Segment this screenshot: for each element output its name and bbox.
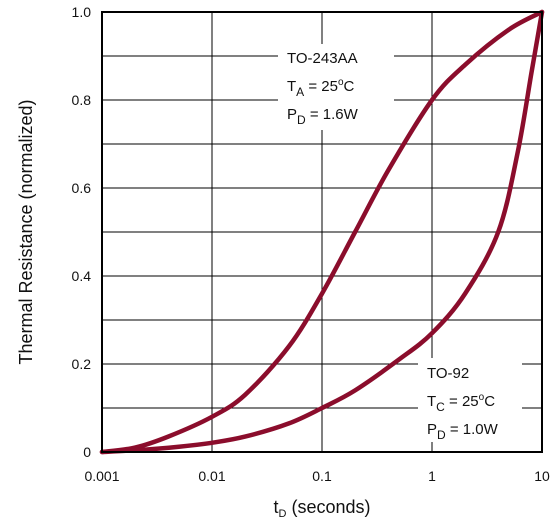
x-tick-label: 0.01 [198, 468, 225, 484]
annotation-line: TO-92 [427, 365, 469, 382]
y-axis-label: Thermal Resistance (normalized) [16, 99, 36, 364]
annotation-line: TO-243AA [287, 50, 358, 67]
annotation-text: TO-92 [427, 365, 469, 382]
annotation-to243: TO-243AA TA = 25oC PD = 1.6W [278, 44, 394, 130]
x-tick-label: 0.1 [312, 468, 332, 484]
annotation-text: P [287, 106, 297, 123]
annotation-background [418, 358, 522, 442]
annotation-background [278, 44, 394, 130]
y-tick-label: 0.8 [72, 92, 92, 108]
annotation-text: = 1.6W [306, 106, 359, 123]
annotation-line: PD = 1.0W [427, 421, 499, 442]
annotation-text: T [287, 78, 296, 95]
annotation-text: = 1.0W [446, 421, 499, 438]
annotation-text: T [427, 393, 436, 410]
x-tick-label: 0.001 [84, 468, 119, 484]
x-axis-label-sub: D [279, 508, 287, 520]
y-tick-label: 0 [83, 444, 91, 460]
x-axis-label-main: t [273, 497, 278, 517]
annotation-text: C [484, 393, 495, 410]
annotation-text: D [437, 428, 446, 442]
x-axis-label-rest: (seconds) [286, 497, 370, 517]
x-tick-label: 10 [534, 468, 550, 484]
y-tick-labels: 0 0.2 0.4 0.6 0.8 1.0 [72, 4, 92, 460]
annotation-line: TC = 25oC [427, 392, 495, 414]
curves [99, 9, 545, 455]
x-axis-label: tD (seconds) [273, 497, 370, 520]
annotation-text: = 25 [445, 393, 479, 410]
y-tick-label: 1.0 [72, 4, 92, 20]
series-line-1 [99, 9, 545, 455]
annotation-text: A [296, 85, 304, 99]
annotation-line: PD = 1.6W [287, 106, 359, 127]
annotation-line: TA = 25oC [287, 77, 355, 99]
annotation-text: = 25 [304, 78, 338, 95]
y-tick-label: 0.4 [72, 268, 92, 284]
x-tick-labels: 0.001 0.01 0.1 1 10 [84, 468, 550, 484]
x-tick-label: 1 [428, 468, 436, 484]
y-tick-label: 0.6 [72, 180, 92, 196]
annotation-text: C [344, 78, 355, 95]
y-tick-label: 0.2 [72, 356, 92, 372]
annotation-text: o [479, 392, 485, 403]
annotation-text: D [297, 113, 306, 127]
annotation-text: TO-243AA [287, 50, 358, 67]
plot-frame [101, 11, 543, 453]
annotation-text: C [436, 400, 445, 414]
annotation-text: P [427, 421, 437, 438]
annotation-text: o [338, 77, 344, 88]
series-line-2 [99, 9, 545, 455]
